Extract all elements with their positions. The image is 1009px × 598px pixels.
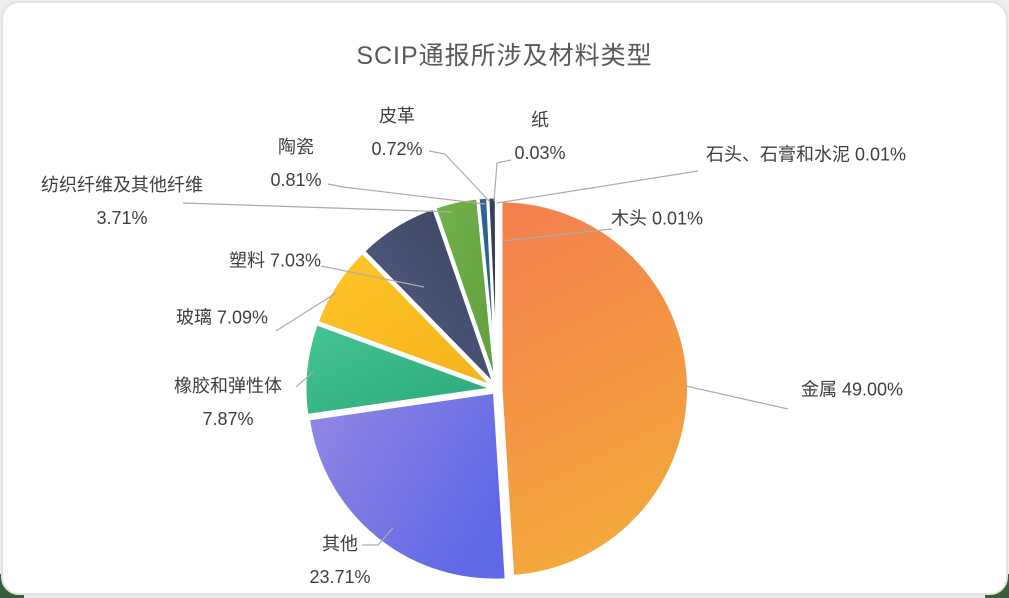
slice-label-rubber: 橡胶和弹性体 7.87% [174,370,282,436]
leader-line-rubber [295,371,314,388]
slice-name: 纺织纤维及其他纤维 [41,175,203,195]
slice-label-wood: 木头 0.01% [611,203,703,236]
leader-line-ceramic [327,183,486,205]
pie-slice-other [306,390,508,582]
pie-slice-glass [315,250,496,389]
slice-name: 皮革 [378,106,415,126]
leader-line-textile [182,202,453,213]
chart-title: SCIP通报所涉及材料类型 [356,42,653,70]
slice-label-plastic: 塑料 7.03% [229,245,321,278]
slice-name: 纸 [530,110,549,130]
leader-line-other [362,527,394,546]
slice-label-leather: 皮革 0.72% [371,100,422,166]
slice-label-other: 其他 23.71% [309,528,370,594]
slice-label-metal: 金属 49.00% [801,374,903,407]
slice-pct: 7.87% [202,409,254,429]
slice-pct: 23.71% [309,567,371,587]
slice-name: 陶瓷 [277,137,314,157]
pie-slice-metal [499,199,690,578]
leader-line-metal [685,385,789,410]
slice-pct: 0.72% [371,139,423,159]
slice-label-textile: 纺织纤维及其他纤维 3.71% [41,169,203,235]
slice-pct: 0.81% [270,170,322,190]
slice-name: 玻璃 [175,307,212,328]
slice-label-ceramic: 陶瓷 0.81% [270,131,321,197]
leader-line-glass [275,292,337,332]
slice-name: 塑料 [228,250,265,271]
slice-pct: 7.03% [269,250,322,271]
slice-label-paper: 纸 0.03% [514,104,565,170]
slice-pct: 49.00% [841,379,904,400]
slice-label-glass: 玻璃 7.09% [176,302,268,335]
leader-line-leather [428,150,491,203]
leader-line-wood [501,228,613,242]
leader-line-paper [493,159,512,202]
slice-pct: 7.09% [216,307,269,328]
slice-pct: 0.01% [854,144,907,165]
slice-name: 木头 [610,208,647,229]
pie-slice-rubber [303,322,495,417]
slice-name: 其他 [322,534,358,554]
slice-label-stone: 石头、石膏和水泥 0.01% [706,139,906,172]
leader-line-stone [496,170,699,204]
slice-pct: 0.03% [514,143,566,163]
slice-pct: 0.01% [651,208,704,229]
slice-pct: 3.71% [96,208,148,228]
slice-name: 石头、石膏和水泥 [705,144,850,165]
slice-name: 橡胶和弹性体 [174,376,282,396]
slice-name: 金属 [800,379,837,400]
leader-line-plastic [320,265,425,288]
